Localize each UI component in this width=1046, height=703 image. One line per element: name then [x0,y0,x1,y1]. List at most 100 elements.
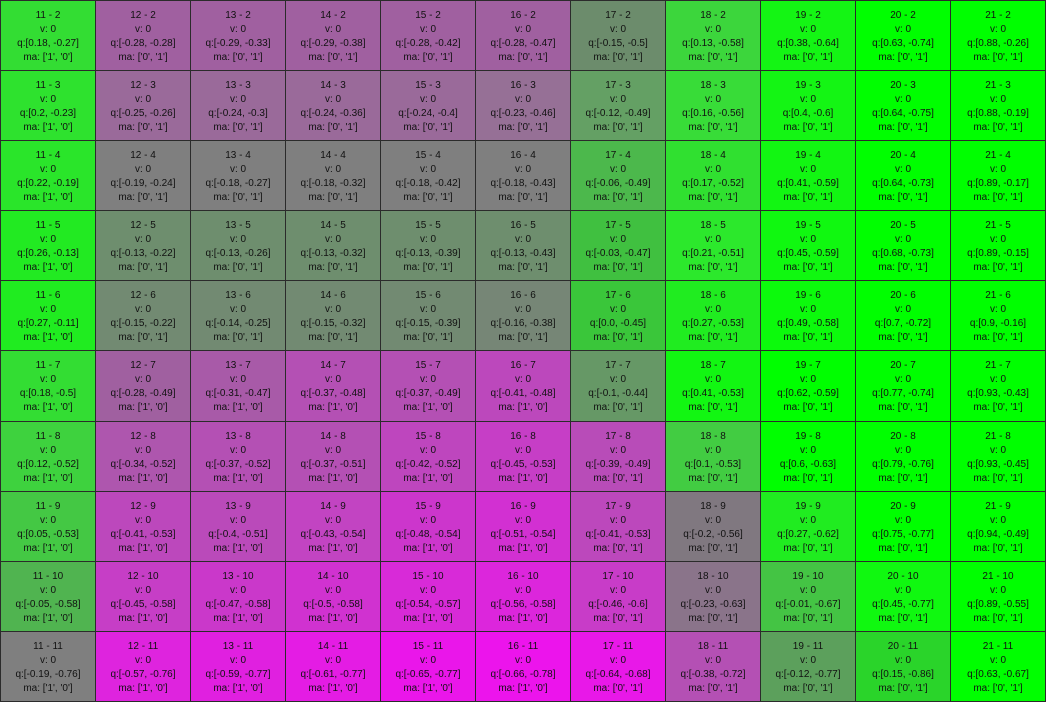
cell-q-values: q:[0.38, -0.64] [777,38,839,49]
cell-ma-values: ma: ['0', '1'] [403,332,453,344]
cell-ma-values: ma: ['0', '1'] [688,192,738,204]
cell-value: v: 0 [894,24,912,35]
cell-value: v: 0 [609,24,627,35]
grid-cell: 15 - 11 v: 0 q:[-0.65, -0.77] ma: ['1', '0'… [381,631,476,702]
cell-ma-values: ma: ['0', '1'] [593,52,643,63]
cell-q-values: q:[0.45, -0.77] [872,598,934,610]
grid-cell: 18 - 6 v: 0 q:[0.27, -0.53] ma: ['0', '1'] [666,281,761,352]
cell-ma-values: ma: ['1', '0'] [498,612,548,624]
cell-value: v: 0 [134,654,152,666]
cell-ma-values: ma: ['1', '0'] [118,612,168,624]
cell-ma-values: ma: ['0', '1'] [878,472,928,484]
cell-ma-values: ma: ['0', '1'] [878,542,928,554]
cell-ma-values: ma: ['0', '1'] [213,262,263,274]
cell-q-values: q:[-0.19, -0.24] [110,178,176,190]
cell-ma-values: ma: ['1', '0'] [403,612,453,624]
cell-value: v: 0 [134,444,152,456]
cell-ma-values: ma: ['0', '1'] [878,332,928,344]
cell-q-values: q:[-0.25, -0.26] [110,108,176,120]
cell-coordinate: 14 - 11 [317,640,349,652]
cell-q-values: q:[0.17, -0.52] [682,178,744,190]
cell-value: v: 0 [989,24,1007,35]
cell-q-values: q:[-0.28, -0.28] [110,38,176,49]
grid-cell: 16 - 7 v: 0 q:[-0.41, -0.48] ma: ['1', '0'] [476,351,571,422]
cell-ma-values: ma: ['0', '1'] [688,52,738,63]
cell-value: v: 0 [799,584,817,596]
cell-value: v: 0 [989,304,1007,316]
cell-value: v: 0 [324,234,342,246]
cell-ma-values: ma: ['0', '1'] [593,472,643,484]
cell-coordinate: 21 - 8 [985,430,1011,442]
cell-ma-values: ma: ['0', '1'] [688,262,738,274]
grid-cell: 16 - 4 v: 0 q:[-0.18, -0.43] ma: ['0', '1'] [476,141,571,212]
cell-value: v: 0 [799,654,817,666]
cell-q-values: q:[0.64, -0.75] [872,108,934,120]
cell-value: v: 0 [799,374,817,386]
cell-q-values: q:[0.41, -0.59] [777,178,839,190]
cell-q-values: q:[-0.38, -0.72] [680,668,746,680]
cell-value: v: 0 [989,374,1007,386]
cell-coordinate: 21 - 11 [982,640,1014,652]
cell-value: v: 0 [514,514,532,526]
cell-q-values: q:[-0.24, -0.3] [208,108,268,120]
grid-cell: 15 - 2 v: 0 q:[-0.28, -0.42] ma: ['0', '1'] [381,1,476,72]
cell-value: v: 0 [609,584,627,596]
grid-cell: 21 - 2 v: 0 q:[0.88, -0.26] ma: ['0', '1'] [951,1,1046,72]
cell-q-values: q:[-0.65, -0.77] [395,668,461,680]
cell-value: v: 0 [989,514,1007,526]
cell-ma-values: ma: ['0', '1'] [878,122,928,134]
cell-coordinate: 13 - 9 [225,500,251,512]
cell-ma-values: ma: ['0', '1'] [593,402,643,414]
cell-coordinate: 15 - 11 [412,640,444,652]
cell-ma-values: ma: ['1', '0'] [118,542,168,554]
cell-ma-values: ma: ['1', '0'] [213,612,263,624]
cell-ma-values: ma: ['0', '1'] [783,122,833,134]
cell-value: v: 0 [134,24,152,35]
cell-value: v: 0 [609,374,627,386]
cell-value: v: 0 [514,374,532,386]
cell-q-values: q:[-0.01, -0.67] [775,598,841,610]
cell-value: v: 0 [799,444,817,456]
cell-ma-values: ma: ['1', '0'] [498,402,548,414]
cell-ma-values: ma: ['1', '0'] [498,682,548,694]
grid-cell: 14 - 10 v: 0 q:[-0.5, -0.58] ma: ['1', '0'] [286,561,381,632]
cell-coordinate: 13 - 4 [225,150,251,162]
grid-cell: 19 - 4 v: 0 q:[0.41, -0.59] ma: ['0', '1'] [761,141,856,212]
cell-coordinate: 21 - 9 [985,500,1011,512]
cell-ma-values: ma: ['0', '1'] [118,192,168,204]
grid-cell: 12 - 3 v: 0 q:[-0.25, -0.26] ma: ['0', '1'] [96,71,191,142]
cell-coordinate: 17 - 8 [605,430,631,442]
cell-value: v: 0 [799,514,817,526]
cell-value: v: 0 [39,234,57,246]
cell-q-values: q:[-0.28, -0.42] [395,38,461,49]
cell-ma-values: ma: ['1', '0'] [23,52,73,63]
grid-cell: 17 - 5 v: 0 q:[-0.03, -0.47] ma: ['0', '1'] [571,211,666,282]
cell-value: v: 0 [419,164,437,176]
cell-ma-values: ma: ['1', '0'] [23,682,73,694]
cell-coordinate: 11 - 10 [32,570,64,582]
cell-ma-values: ma: ['1', '0'] [498,472,548,484]
cell-ma-values: ma: ['1', '0'] [403,682,453,694]
cell-value: v: 0 [799,94,817,106]
grid-cell: 20 - 7 v: 0 q:[0.77, -0.74] ma: ['0', '1'] [856,351,951,422]
cell-value: v: 0 [419,374,437,386]
cell-ma-values: ma: ['0', '1'] [783,542,833,554]
cell-ma-values: ma: ['0', '1'] [878,262,928,274]
grid-cell: 21 - 3 v: 0 q:[0.88, -0.19] ma: ['0', '1'] [951,71,1046,142]
cell-value: v: 0 [324,164,342,176]
cell-coordinate: 17 - 5 [605,220,631,232]
cell-coordinate: 12 - 4 [130,150,156,162]
cell-coordinate: 14 - 2 [320,10,346,21]
grid-cell: 13 - 9 v: 0 q:[-0.4, -0.51] ma: ['1', '0'] [191,491,286,562]
cell-value: v: 0 [894,514,912,526]
cell-coordinate: 15 - 10 [412,570,444,582]
cell-coordinate: 16 - 3 [510,80,536,92]
cell-value: v: 0 [704,374,722,386]
grid-cell: 15 - 9 v: 0 q:[-0.48, -0.54] ma: ['1', '0'] [381,491,476,562]
cell-value: v: 0 [39,374,57,386]
cell-ma-values: ma: ['0', '1'] [403,192,453,204]
cell-coordinate: 12 - 8 [130,430,156,442]
cell-value: v: 0 [419,654,437,666]
grid-cell: 14 - 6 v: 0 q:[-0.15, -0.32] ma: ['0', '1'] [286,281,381,352]
grid-cell: 21 - 9 v: 0 q:[0.94, -0.49] ma: ['0', '1'] [951,491,1046,562]
